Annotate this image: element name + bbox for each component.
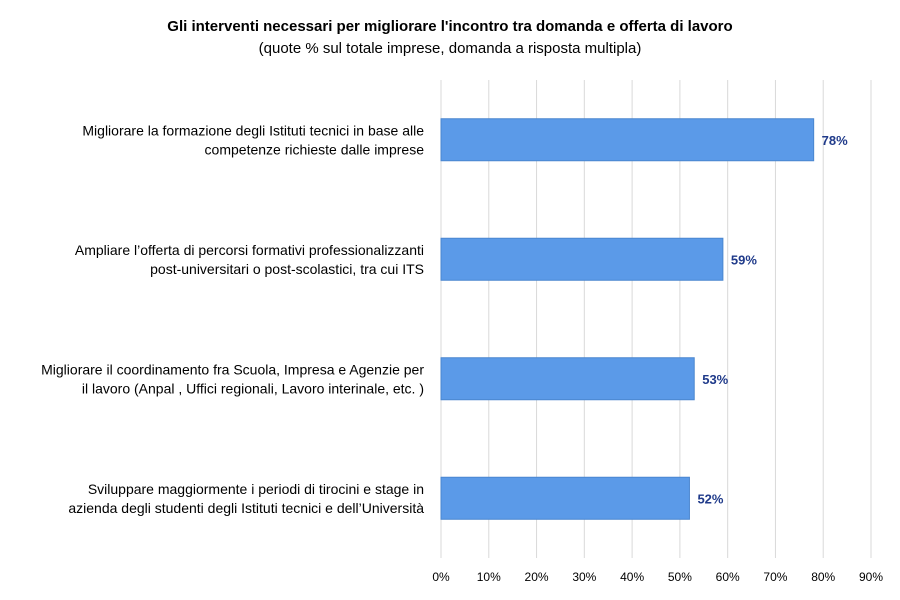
- bar: [440, 357, 695, 401]
- data-labels: 78% 59% 53% 52%: [697, 133, 848, 507]
- data-label: 59%: [731, 252, 757, 267]
- x-tick-label: 70%: [763, 570, 787, 584]
- x-tick-label: 10%: [477, 570, 501, 584]
- x-tick-label: 80%: [811, 570, 835, 584]
- bar: [440, 237, 724, 281]
- x-tick-label: 0%: [432, 570, 450, 584]
- x-tick-label: 30%: [572, 570, 596, 584]
- category-labels: Migliorare la formazione degli Istituti …: [41, 122, 424, 516]
- category-label: Migliorare il coordinamento fra Scuola, …: [41, 361, 424, 396]
- chart-title: Gli interventi necessari per migliorare …: [167, 18, 733, 35]
- category-label: Sviluppare maggiormente i periodi di tir…: [68, 481, 424, 516]
- x-axis-tick-labels: 0% 10% 20% 30% 40% 50% 60% 70% 80% 90%: [432, 570, 883, 584]
- x-tick-label: 60%: [716, 570, 740, 584]
- bar: [440, 476, 690, 520]
- data-label: 52%: [697, 491, 723, 506]
- x-tick-label: 20%: [525, 570, 549, 584]
- bar: [440, 118, 815, 162]
- data-label: 78%: [822, 133, 848, 148]
- chart-subtitle: (quote % sul totale imprese, domanda a r…: [258, 40, 642, 57]
- x-tick-label: 50%: [668, 570, 692, 584]
- category-label: Migliorare la formazione degli Istituti …: [82, 122, 424, 157]
- category-label: Ampliare l’offerta di percorsi formativi…: [75, 242, 424, 277]
- data-label: 53%: [702, 372, 728, 387]
- x-tick-label: 40%: [620, 570, 644, 584]
- x-tick-label: 90%: [859, 570, 883, 584]
- bars: [440, 118, 815, 520]
